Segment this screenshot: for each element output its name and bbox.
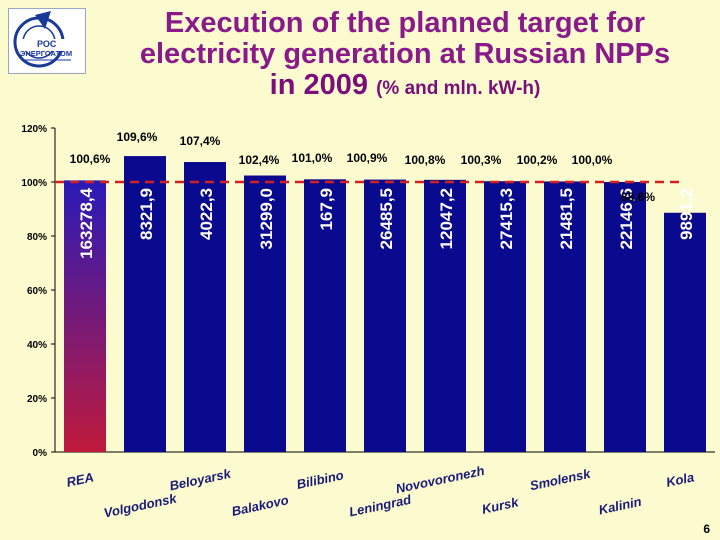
generation-label: 12047,2 [437,188,456,249]
generation-label: 26485,5 [377,188,396,249]
y-tick-label: 0% [33,448,48,459]
bar-bilibino [304,179,346,453]
category-label: Novovoronezh [394,463,485,496]
bar-rea [64,180,106,452]
category-label: Balakovo [230,492,290,519]
percent-label: 109,6% [117,130,158,144]
generation-label: 22146,6 [617,188,636,249]
bar-kursk [484,181,526,452]
y-tick-label: 120% [21,124,47,135]
category-label: Kursk [480,494,520,516]
bar-kalinin [604,182,646,452]
generation-label: 4022,3 [197,188,216,240]
y-tick-label: 40% [27,340,47,351]
category-label: Kalinin [597,494,643,518]
percent-label: 100,9% [347,151,388,165]
title-line-3: in 2009 (% and mln. kW-h) [100,70,710,104]
bars [55,156,706,453]
percent-label: 88,6% [621,190,655,204]
category-label: Kola [665,469,696,490]
bar-volgodonsk [124,156,166,452]
category-label: Bilibino [295,467,345,492]
data-labels: 163278,4 8321,9 4022,3 31299,0 167,9 26485,5 1… [70,130,696,259]
generation-label: 31299,0 [257,188,276,249]
svg-text:РОС: РОС [37,39,57,49]
percent-label: 100,3% [461,153,502,167]
category-label: Smolensk [528,466,592,494]
y-tick-label: 20% [27,394,47,405]
generation-label: 9891,2 [677,188,696,240]
chart-title: Execution of the planned target for elec… [100,8,710,104]
bar-smolensk [544,181,586,452]
generation-label: 163278,4 [77,187,96,258]
generation-label: 167,9 [317,188,336,231]
percent-label: 102,4% [239,153,280,167]
y-tick-label: 60% [27,286,47,297]
svg-text:ЭНЕРГОАТОМ: ЭНЕРГОАТОМ [20,49,72,58]
title-units: (% and mln. kW-h) [376,78,541,99]
bar-leningrad [364,179,406,452]
percent-label: 100,2% [517,153,558,167]
bar-beloyarsk [184,162,226,452]
rosenergoatom-logo: РОС ЭНЕРГОАТОМ [8,8,86,74]
percent-label: 100,6% [70,152,111,166]
percent-label: 100,8% [405,153,446,167]
y-tick-label: 100% [21,178,47,189]
category-labels: REA VolgodonskBeloyarskBalakovoBilibinoLe… [65,463,695,521]
generation-label: 27415,3 [497,188,516,249]
percent-label: 100,0% [572,153,613,167]
category-label: Volgodonsk [102,490,178,520]
percent-label: 107,4% [180,134,221,148]
category-label: Beloyarsk [168,466,233,494]
generation-label: 8321,9 [137,188,156,240]
title-line-2: electricity generation at Russian NPPs [139,38,671,70]
percent-label: 101,0% [292,151,333,165]
title-line-1: Execution of the planned target for [164,7,646,39]
bar-balakovo [244,175,286,452]
generation-label: 21481,5 [557,188,576,249]
category-label: Leningrad [348,492,414,520]
bar-novovoronezh [424,179,466,452]
y-tick-label: 80% [27,232,47,243]
category-label: REA [65,469,95,489]
bar-kola [664,212,706,452]
title-year: in 2009 [269,69,368,101]
page-number: 6 [703,522,710,536]
